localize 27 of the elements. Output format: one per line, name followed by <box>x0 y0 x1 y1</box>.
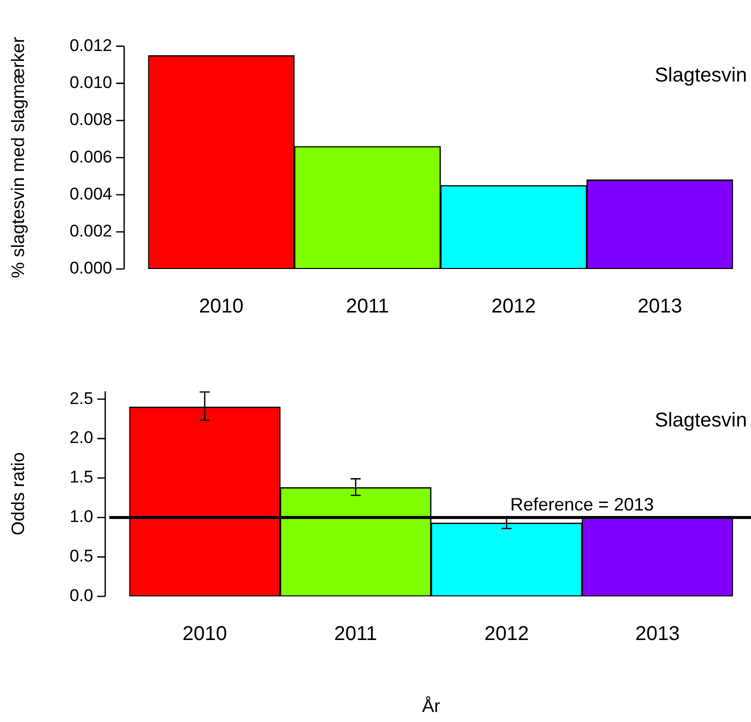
y-tick-label: 0.010 <box>70 73 112 92</box>
x-tick-label: 2010 <box>182 622 227 645</box>
x-tick-label: 2012 <box>484 622 529 645</box>
y-tick-label: 1.0 <box>70 507 94 526</box>
y-tick-label: 2.5 <box>70 388 94 408</box>
y-tick-label: 0.008 <box>70 110 112 130</box>
y-axis-title: Odds ratio <box>8 452 28 536</box>
x-tick-label: 2010 <box>199 296 244 318</box>
x-axis-title: År <box>422 696 440 716</box>
x-tick-label: 2013 <box>635 622 680 645</box>
y-tick-label: 0.000 <box>70 258 112 278</box>
annotation: Slagtesvin <box>654 64 747 87</box>
y-tick-label: 0.0 <box>70 586 94 606</box>
y-axis-title: % slagtesvin med slagmærker <box>8 37 28 278</box>
x-tick-label: 2011 <box>334 622 378 645</box>
x-tick-label: 2011 <box>346 296 389 318</box>
y-tick-label: 1.5 <box>70 468 94 487</box>
y-tick-label: 2.0 <box>70 428 94 448</box>
y-tick-label: 0.012 <box>70 36 112 55</box>
y-tick-label: 0.5 <box>70 546 94 566</box>
annotation: Reference = 2013 <box>510 494 654 514</box>
x-tick-label: 2012 <box>491 296 536 318</box>
annotation: Slagtesvin <box>654 410 747 432</box>
y-tick-label: 0.006 <box>70 147 112 166</box>
x-tick-label: 2013 <box>638 296 682 318</box>
y-tick-label: 0.002 <box>70 222 112 241</box>
y-tick-label: 0.004 <box>70 184 112 204</box>
